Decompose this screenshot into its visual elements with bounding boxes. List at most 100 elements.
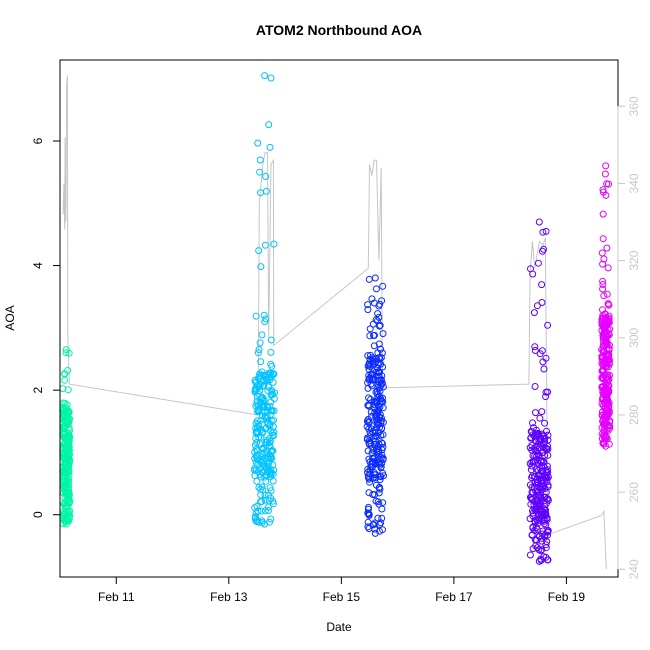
data-point [537, 458, 545, 466]
data-point [269, 378, 277, 386]
data-point [366, 466, 374, 474]
data-point [538, 281, 546, 289]
data-point [542, 227, 550, 235]
data-point [63, 433, 71, 441]
data-point [600, 367, 607, 375]
data-point [534, 259, 542, 267]
data-point [542, 393, 550, 401]
data-point [268, 388, 276, 396]
data-point [544, 436, 552, 444]
data-point [258, 429, 266, 437]
data-point [603, 290, 611, 298]
data-point [379, 330, 387, 338]
data-point [265, 459, 272, 467]
data-point [604, 406, 612, 414]
data-point [264, 407, 272, 414]
data-point [543, 445, 551, 453]
data-point [527, 494, 535, 502]
data-point [258, 498, 266, 505]
data-point [366, 325, 374, 333]
data-point [255, 346, 263, 354]
data-point [365, 275, 373, 283]
data-point [531, 343, 539, 351]
data-point [253, 400, 261, 408]
data-point [376, 321, 384, 329]
data-point [364, 419, 372, 426]
data-point [254, 427, 262, 435]
data-point [255, 484, 263, 491]
data-point [258, 453, 266, 461]
data-point [264, 420, 272, 428]
data-point [364, 301, 372, 309]
data-point [378, 446, 386, 454]
data-point [599, 188, 607, 196]
data-point [61, 458, 69, 466]
data-point [266, 455, 274, 463]
data-point [65, 440, 73, 448]
y2-axis: 240 260 280 300 320 340 360 [617, 96, 641, 579]
data-point [599, 338, 607, 346]
data-point [267, 348, 275, 356]
data-point [262, 173, 270, 180]
data-point [533, 544, 541, 552]
data-point [376, 423, 384, 431]
data-point [254, 407, 262, 414]
data-point [252, 458, 260, 466]
data-point [603, 350, 611, 358]
data-point [532, 506, 540, 514]
data-point [375, 500, 383, 508]
data-point [257, 189, 264, 197]
scatter-points-layer [59, 72, 614, 565]
data-point [540, 482, 547, 490]
data-point [377, 519, 385, 527]
data-point [544, 451, 552, 459]
secondary-trace-layer [62, 75, 607, 570]
data-point [256, 168, 264, 176]
data-point [371, 274, 379, 282]
data-point [539, 247, 546, 255]
data-point [369, 491, 377, 498]
data-point [64, 509, 72, 516]
data-point [526, 515, 534, 523]
data-point [371, 432, 379, 440]
data-point [374, 384, 382, 391]
data-point [536, 471, 544, 479]
y-tick-label: 0 [31, 511, 45, 518]
data-point [541, 503, 549, 510]
data-point [372, 474, 380, 482]
data-point [364, 523, 372, 531]
data-point [266, 484, 274, 492]
data-point [265, 121, 273, 129]
data-point [265, 491, 272, 499]
data-point [365, 510, 373, 518]
data-point [374, 310, 382, 318]
data-point [379, 455, 387, 462]
data-point [528, 531, 536, 539]
y-tick-label: 2 [31, 386, 45, 393]
data-point [269, 477, 277, 485]
data-point [604, 373, 612, 381]
data-point [264, 503, 272, 511]
data-point [62, 478, 70, 486]
data-point [542, 521, 550, 529]
data-point [376, 355, 384, 363]
data-point [379, 499, 387, 507]
data-point [262, 187, 270, 195]
data-point [378, 514, 386, 522]
y-tick-label: 6 [31, 137, 45, 144]
data-point [375, 460, 383, 468]
series-1 [59, 346, 74, 528]
data-point [364, 352, 372, 360]
data-point [371, 437, 379, 445]
y-axis: 0 2 4 6 [31, 137, 61, 518]
data-point [533, 302, 541, 310]
data-point [602, 162, 610, 170]
data-point [599, 346, 607, 354]
data-point [257, 395, 265, 403]
data-point [260, 377, 268, 385]
data-point [256, 372, 264, 379]
data-point [60, 408, 68, 415]
data-point [599, 235, 607, 243]
data-point [62, 349, 70, 357]
data-point [544, 527, 552, 535]
